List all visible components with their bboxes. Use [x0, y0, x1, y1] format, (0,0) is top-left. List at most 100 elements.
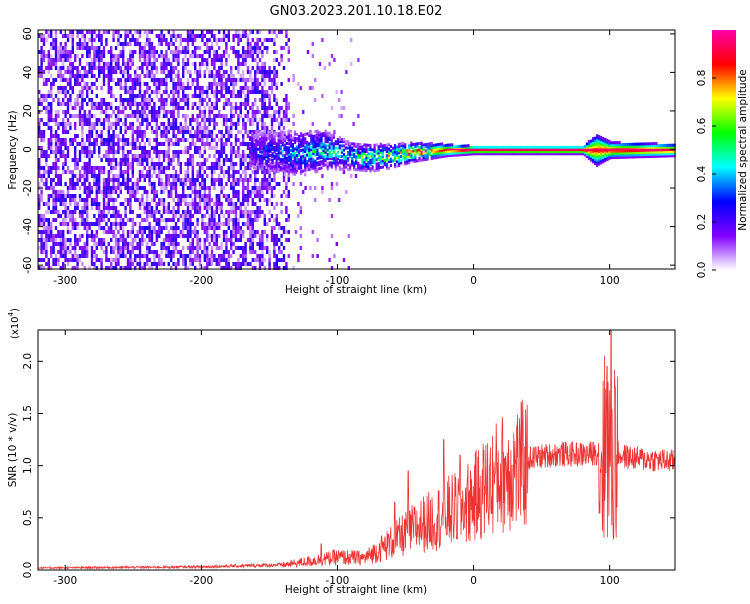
spectrogram-noise-cell [203, 74, 206, 78]
spectrogram-noise-cell [201, 86, 204, 90]
spectrogram-noise-cell [124, 66, 127, 70]
spectrogram-noise-cell [146, 250, 149, 254]
spectrogram-noise-cell [114, 158, 118, 162]
spectrogram-noise-cell [251, 110, 254, 114]
spectrogram-noise-cell [220, 66, 223, 70]
spectrogram-noise-cell [194, 234, 197, 238]
spectrogram-noise-cell [88, 154, 91, 158]
spectrogram-noise-cell [148, 94, 151, 98]
spectrogram-noise-cell [186, 58, 190, 62]
spectrogram-noise-cell [62, 234, 65, 238]
spectrogram-noise-cell [174, 38, 178, 42]
spectrogram-noise-cell [148, 226, 151, 230]
spectrogram-noise-cell [148, 50, 151, 54]
spectrogram-noise-cell [138, 230, 142, 234]
spectrogram-noise-cell [186, 94, 190, 98]
spectrogram-signal-cell [289, 168, 292, 171]
spectrogram-noise-cell [59, 190, 62, 194]
spectrogram-noise-cell [81, 218, 84, 222]
spectrogram-noise-cell [227, 194, 230, 198]
spectrogram-signal-cell [449, 151, 452, 155]
spectrogram-noise-cell [172, 250, 175, 254]
spectrogram-noise-cell [225, 182, 228, 186]
spectrogram-noise-cell [69, 70, 72, 74]
spectrogram-noise-cell [54, 262, 58, 266]
spectrogram-noise-cell [50, 46, 53, 50]
spectrogram-signal-cell [306, 160, 309, 163]
spectrogram-signal-cell [300, 155, 303, 159]
spectrogram-noise-cell [282, 98, 286, 102]
spectrogram-noise-cell [38, 134, 41, 138]
spectrogram-noise-cell [102, 218, 106, 222]
spectrogram-noise-cell [158, 226, 161, 230]
spectrogram-noise-cell [246, 262, 250, 266]
spectrogram-signal-cell [261, 167, 264, 171]
spectrogram-noise-cell [117, 146, 120, 150]
spectrogram-noise-cell [54, 190, 58, 194]
spectrogram-noise-cell [64, 154, 67, 158]
spectrogram-noise-cell [162, 58, 166, 62]
spectrogram-noise-cell [66, 58, 70, 62]
spectrogram-noise-cell [174, 266, 178, 270]
spectrogram-signal-cell [426, 155, 429, 159]
spectrogram-signal-cell [434, 143, 437, 147]
spectrogram-noise-cell [174, 142, 178, 146]
spectrogram-noise-cell [282, 118, 286, 122]
spectrogram-noise-cell [119, 130, 122, 134]
spectrogram-noise-cell [222, 222, 226, 226]
spectrogram-signal-cell [365, 166, 368, 170]
spectrogram-noise-cell [242, 190, 245, 194]
spectrogram-noise-cell [78, 258, 82, 262]
spectrogram-noise-cell [78, 58, 82, 62]
spectrogram-noise-cell [69, 250, 72, 254]
spectrogram-signal-cell [465, 150, 468, 154]
spectrogram-noise-cell [198, 198, 202, 202]
spectrogram-noise-cell [230, 122, 233, 126]
spectrogram-noise-cell [263, 46, 266, 50]
spectrogram-noise-cell [40, 218, 43, 222]
spectrogram-signal-cell [312, 147, 315, 151]
spectrogram-noise-cell [162, 158, 166, 162]
spectrogram-noise-cell [138, 238, 142, 242]
spectrogram-noise-cell [273, 50, 276, 54]
spectrogram-noise-cell [246, 46, 250, 50]
spectrogram-noise-cell [273, 186, 276, 190]
spectrogram-noise-cell [50, 90, 53, 94]
spectrogram-noise-cell [110, 166, 113, 170]
spectrogram-signal-cell [389, 145, 392, 148]
spectrogram-noise-cell [141, 146, 144, 150]
spectrogram-noise-cell [208, 258, 211, 262]
spectrogram-noise-cell [198, 138, 202, 142]
spectrogram-noise-cell [282, 230, 286, 234]
spectrogram-noise-cell [90, 250, 94, 254]
spectrogram-noise-cell [222, 230, 226, 234]
spectrogram-noise-cell [201, 162, 204, 166]
spectrogram-noise-cell [107, 82, 110, 86]
spectrogram-signal-cell [353, 167, 356, 171]
spectrogram-noise-cell [258, 146, 262, 150]
spectrogram-noise-cell [210, 90, 214, 94]
spectrogram-signal-cell [304, 166, 307, 170]
spectrogram-signal-cell [434, 149, 437, 153]
spectrogram-noise-cell [222, 146, 226, 150]
spectrogram-noise-cell [42, 122, 46, 126]
spectrogram-noise-cell [66, 130, 70, 134]
spectrogram-noise-cell [114, 30, 118, 34]
spectrogram-noise-cell [239, 166, 242, 170]
spectrogram-noise-cell [155, 262, 158, 266]
spectrogram-noise-cell [194, 226, 197, 230]
spectrogram-signal-cell [379, 144, 382, 148]
spectrogram-noise-cell [126, 202, 130, 206]
spectrogram-noise-cell [191, 202, 194, 206]
spectrogram-noise-cell [150, 262, 154, 266]
spectrogram-noise-cell [210, 102, 214, 106]
spectrogram-noise-cell [251, 238, 254, 242]
spectrogram-signal-cell [298, 134, 301, 138]
spectrogram-noise-cell [114, 214, 118, 218]
spectrogram-noise-cell [54, 150, 58, 154]
spectrogram-noise-cell [218, 70, 221, 74]
spectrogram-noise-cell [172, 158, 175, 162]
spectrogram-signal-cell [326, 140, 329, 144]
spectrogram-signal-cell [361, 166, 364, 170]
spectrogram-noise-cell [78, 78, 82, 82]
